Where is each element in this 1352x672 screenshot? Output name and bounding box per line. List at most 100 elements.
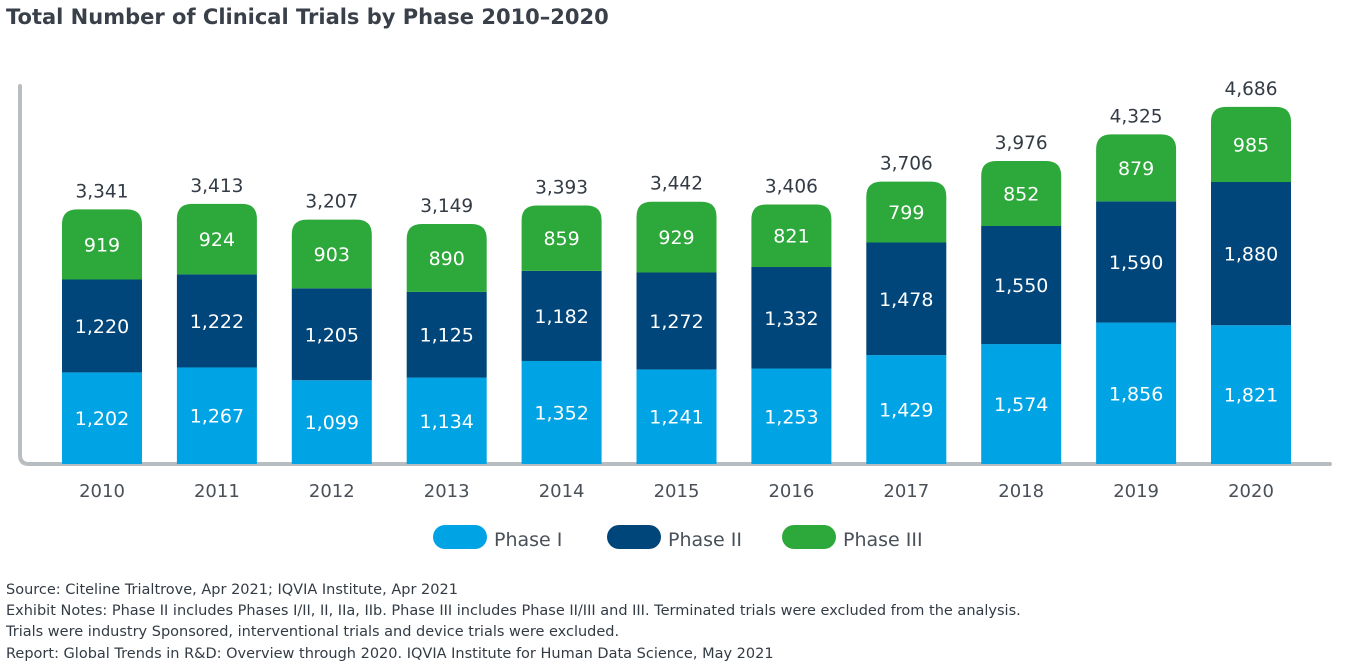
bar-segment-phase-i	[636, 369, 717, 464]
x-tick-label: 2013	[424, 481, 470, 502]
legend-swatch	[433, 525, 487, 549]
x-tick-label: 2015	[654, 481, 700, 502]
bar-segment-phase-i	[406, 377, 487, 464]
data-label: 879	[1118, 158, 1154, 180]
bar-segment-phase-ii	[866, 242, 947, 356]
bar-segment-phase-i	[521, 360, 602, 464]
bar-segment-phase-i	[1096, 322, 1177, 464]
data-label: 985	[1233, 134, 1269, 156]
bar-segment-phase-i	[176, 367, 257, 464]
data-label: 852	[1003, 183, 1039, 205]
total-label: 3,207	[305, 192, 358, 213]
bar-segment-phase-iii	[1096, 134, 1177, 202]
bar-segment-phase-iii	[751, 204, 832, 268]
total-label: 3,406	[765, 176, 818, 197]
data-label: 1,220	[75, 316, 129, 338]
data-label: 1,574	[994, 394, 1048, 416]
data-label: 799	[888, 202, 924, 224]
data-label: 919	[84, 234, 120, 256]
x-tick-label: 2019	[1113, 481, 1159, 502]
bar-segment-phase-iii	[521, 205, 602, 271]
data-label: 1,125	[419, 325, 473, 347]
x-tick-label: 2018	[998, 481, 1044, 502]
x-tick-label: 2011	[194, 481, 240, 502]
legend-label: Phase I	[494, 529, 562, 551]
bar-segment-phase-ii	[1211, 181, 1291, 326]
bar-segment-phase-i	[291, 380, 372, 464]
bar-segment-phase-ii	[62, 279, 142, 373]
data-label: 1,253	[764, 406, 818, 428]
x-tick-label: 2010	[79, 481, 125, 502]
bar-segment-phase-iii	[291, 219, 372, 289]
bar-segment-phase-i	[1211, 325, 1291, 464]
exhibit-note: Exhibit Notes: Phase II includes Phases …	[6, 603, 1021, 620]
bar-segment-phase-ii	[291, 288, 372, 381]
data-label: 859	[543, 228, 579, 250]
data-label: 821	[773, 226, 809, 248]
data-label: 1,099	[305, 412, 359, 434]
bar-segment-phase-i	[981, 344, 1062, 464]
data-label: 1,202	[75, 408, 129, 430]
bar-segment-phase-ii	[636, 272, 717, 370]
bar-segment-phase-iii	[866, 181, 947, 243]
total-label: 3,393	[535, 177, 588, 198]
bar-segment-phase-ii	[1096, 201, 1177, 323]
data-label: 903	[314, 244, 350, 266]
bar-segment-phase-ii	[981, 225, 1062, 345]
x-tick-label: 2017	[883, 481, 929, 502]
total-label: 3,442	[650, 174, 703, 195]
bar-segment-phase-ii	[751, 267, 832, 369]
total-label: 3,413	[190, 176, 243, 197]
total-label: 4,325	[1110, 106, 1163, 127]
stacked-bar-chart: 1,202 1,220 919 3,341 2010 1,267 1,222 924 3,413…	[18, 79, 1332, 551]
data-label: 1,267	[190, 406, 244, 428]
axis-line	[18, 84, 1332, 466]
legend-swatch	[607, 525, 661, 549]
sponsorship-note: Trials were industry Sponsored, interven…	[6, 624, 620, 641]
bar-segment-phase-ii	[176, 274, 257, 368]
bar-segment-phase-i	[62, 372, 142, 464]
source-note: Source: Citeline Trialtrove, Apr 2021; I…	[6, 582, 458, 598]
total-label: 4,686	[1225, 79, 1278, 100]
data-label: 1,352	[534, 402, 588, 424]
total-label: 3,976	[995, 133, 1048, 154]
data-label: 1,429	[879, 400, 933, 422]
data-label: 1,134	[419, 411, 473, 433]
bar-segment-phase-ii	[521, 270, 602, 361]
data-label: 1,880	[1224, 244, 1278, 266]
data-label: 890	[429, 248, 465, 270]
bar-segment-phase-i	[751, 368, 832, 464]
data-label: 924	[199, 229, 235, 251]
data-label: 1,222	[190, 311, 244, 333]
report-note: Report: Global Trends in R&D: Overview t…	[6, 645, 774, 662]
x-tick-label: 2020	[1228, 481, 1274, 502]
legend-swatch	[782, 525, 836, 549]
bar-segment-phase-iii	[981, 161, 1062, 226]
bar-segment-phase-iii	[1211, 106, 1291, 182]
x-tick-label: 2014	[539, 481, 585, 502]
data-label: 1,332	[764, 308, 818, 330]
total-label: 3,149	[420, 196, 473, 217]
total-label: 3,706	[880, 154, 933, 175]
data-label: 1,821	[1224, 385, 1278, 407]
bar-segment-phase-ii	[406, 291, 487, 378]
data-label: 1,550	[994, 275, 1048, 297]
chart-title: Total Number of Clinical Trials by Phase…	[6, 5, 609, 29]
total-label: 3,341	[76, 181, 129, 202]
data-label: 1,856	[1109, 383, 1163, 405]
data-label: 929	[658, 227, 694, 249]
legend-label: Phase III	[843, 529, 923, 551]
bar-segment-phase-iii	[176, 203, 257, 275]
data-label: 1,590	[1109, 252, 1163, 274]
data-label: 1,478	[879, 289, 933, 311]
x-tick-label: 2012	[309, 481, 355, 502]
data-label: 1,272	[649, 311, 703, 333]
bar-segment-phase-iii	[636, 201, 717, 273]
x-tick-label: 2016	[768, 481, 814, 502]
data-label: 1,182	[534, 306, 588, 328]
data-label: 1,241	[649, 407, 703, 429]
legend-label: Phase II	[668, 529, 742, 551]
source-notes: Source: Citeline Trialtrove, Apr 2021; I…	[6, 580, 1021, 665]
bar-segment-phase-iii	[406, 224, 487, 292]
bar-segment-phase-iii	[62, 209, 142, 280]
